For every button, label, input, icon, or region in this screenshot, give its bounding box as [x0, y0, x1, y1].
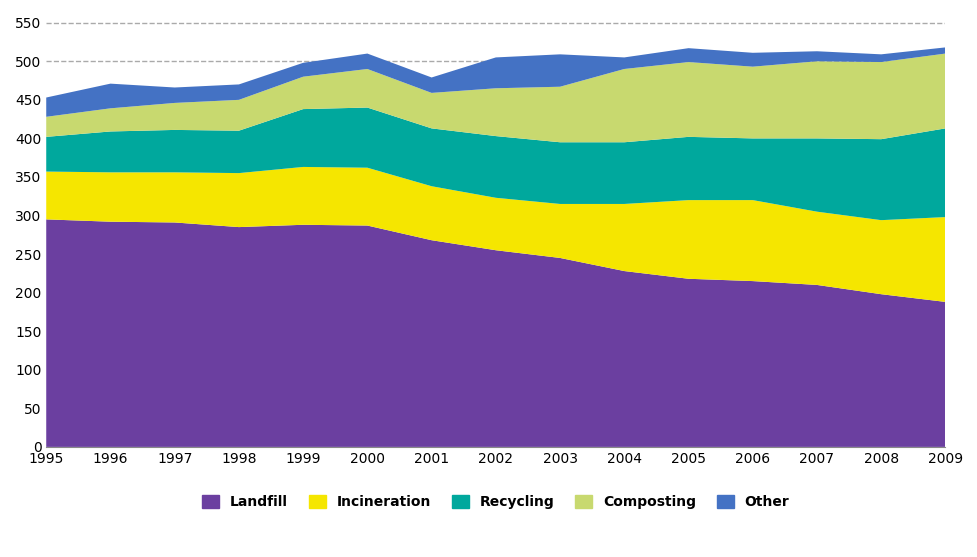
Legend: Landfill, Incineration, Recycling, Composting, Other: Landfill, Incineration, Recycling, Compo… [202, 495, 788, 509]
